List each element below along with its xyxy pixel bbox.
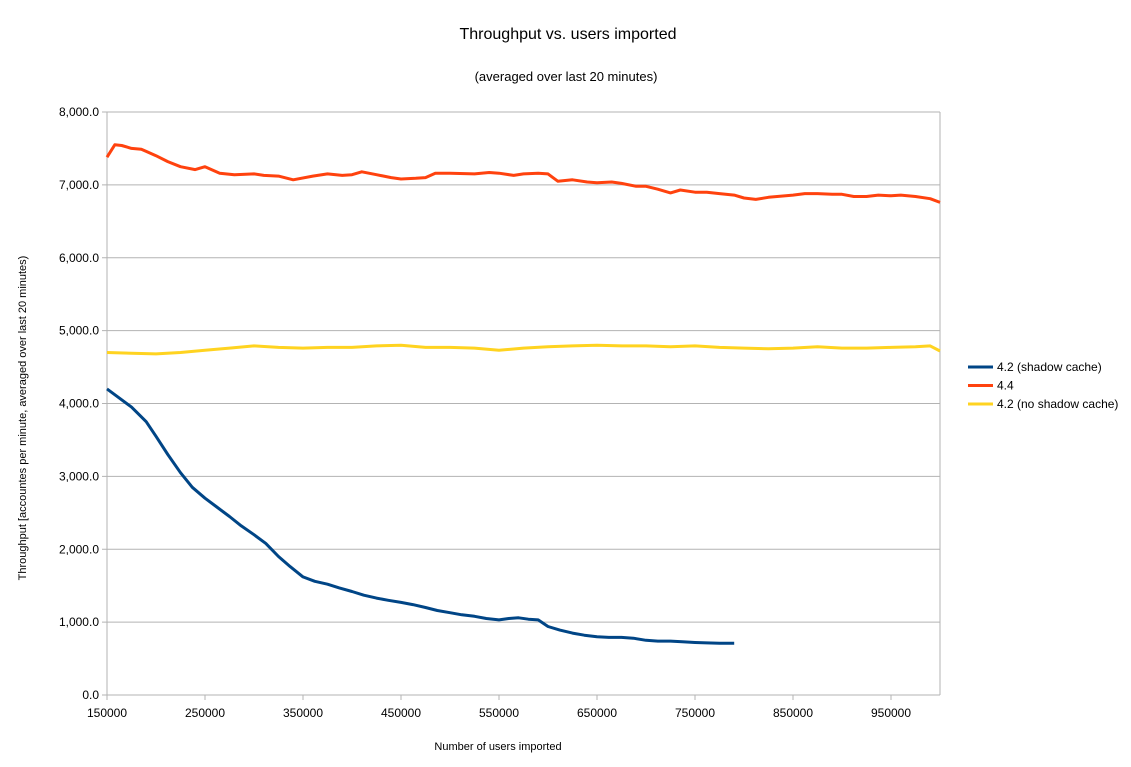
- y-tick-label: 0.0: [82, 688, 99, 702]
- x-axis-label: Number of users imported: [434, 741, 561, 753]
- x-tick-label: 850000: [773, 706, 813, 720]
- x-tick-label: 750000: [675, 706, 715, 720]
- y-tick-label: 2,000.0: [59, 542, 99, 556]
- x-axis: 150000 250000 350000 450000 550000 650000 7500…: [87, 706, 911, 720]
- y-tick-label: 3,000.0: [59, 469, 99, 483]
- y-axis-label: Throughput [accountes per minute, averag…: [17, 256, 29, 581]
- x-tick-label: 150000: [87, 706, 127, 720]
- legend-label: 4.4: [997, 379, 1014, 393]
- y-axis: 0.0 1,000.0 2,000.0 3,000.0 4,000.0 5,000.0 6,…: [59, 105, 99, 702]
- series-line-2: [106, 343, 941, 356]
- series-lines: [105, 143, 941, 645]
- series-line-1: [105, 143, 941, 204]
- y-tick-label: 1,000.0: [59, 615, 99, 629]
- y-tick-label: 7,000.0: [59, 178, 99, 192]
- y-tick-label: 8,000.0: [59, 105, 99, 119]
- x-tick-label: 450000: [381, 706, 421, 720]
- legend: 4.2 (shadow cache) 4.4 4.2 (no shadow cach…: [968, 360, 1118, 411]
- gridlines: [102, 111, 941, 700]
- x-tick-label: 550000: [479, 706, 519, 720]
- x-tick-label: 650000: [577, 706, 617, 720]
- y-tick-label: 4,000.0: [59, 397, 99, 411]
- x-tick-label: 350000: [283, 706, 323, 720]
- y-tick-label: 5,000.0: [59, 324, 99, 338]
- chart-title: Throughput vs. users imported: [460, 26, 677, 43]
- series-line-0: [106, 387, 735, 645]
- x-tick-label: 950000: [871, 706, 911, 720]
- y-tick-label: 6,000.0: [59, 251, 99, 265]
- legend-label: 4.2 (shadow cache): [997, 360, 1102, 374]
- legend-label: 4.2 (no shadow cache): [997, 397, 1118, 411]
- x-tick-label: 250000: [185, 706, 225, 720]
- chart-subtitle: (averaged over last 20 minutes): [475, 69, 658, 84]
